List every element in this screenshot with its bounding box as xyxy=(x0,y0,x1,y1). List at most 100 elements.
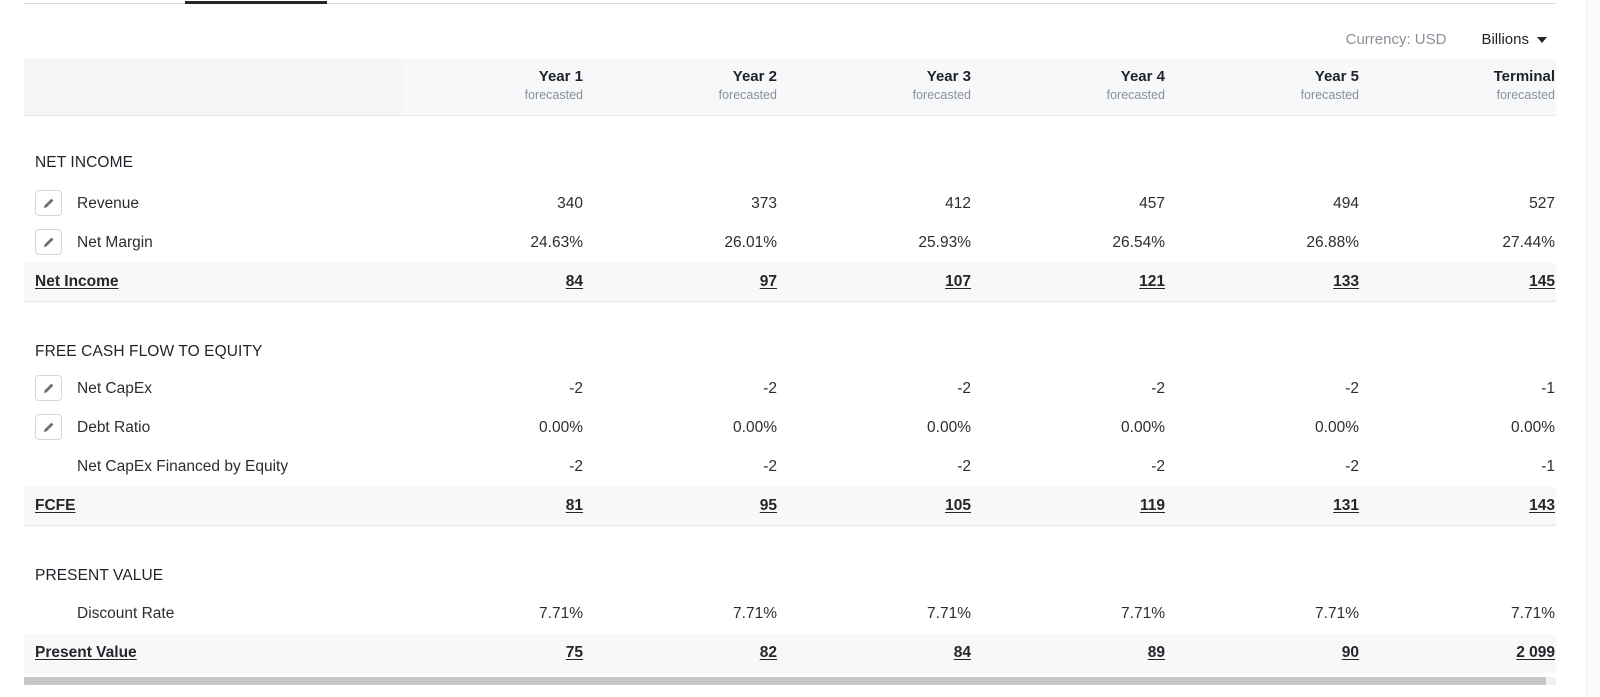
cell-value: -2 xyxy=(569,380,583,397)
cell-value: 26.01% xyxy=(724,234,777,251)
pencil-icon xyxy=(43,422,53,432)
table-row-discount-rate: Discount Rate 7.71% 7.71% 7.71% 7.71% 7.… xyxy=(24,595,1556,634)
row-label: Debt Ratio xyxy=(77,419,151,436)
pencil-icon xyxy=(43,237,53,247)
total-row-fcfe: FCFE 81 95 105 119 131 143 xyxy=(24,487,1556,526)
cell-value: 7.71% xyxy=(539,605,583,622)
cell-value: 0.00% xyxy=(733,419,777,436)
pencil-icon xyxy=(43,198,53,208)
tab-bar-divider xyxy=(24,3,1556,4)
total-value[interactable]: 81 xyxy=(565,497,583,514)
column-header-terminal: Terminal forecasted xyxy=(1375,68,1555,104)
edit-net-capex-button[interactable] xyxy=(35,375,62,401)
row-label: Revenue xyxy=(77,195,140,212)
horizontal-scrollbar-thumb[interactable] xyxy=(24,677,1546,685)
cell-value: 7.71% xyxy=(1511,605,1555,622)
section-title: NET INCOME xyxy=(35,154,134,171)
total-value[interactable]: 105 xyxy=(945,497,971,514)
total-value[interactable]: 97 xyxy=(759,273,777,290)
total-value[interactable]: 84 xyxy=(953,644,971,661)
column-title: Terminal xyxy=(1493,68,1555,85)
total-value[interactable]: 75 xyxy=(565,644,583,661)
table-controls: Currency: USD Billions xyxy=(1346,29,1547,49)
cell-value: 373 xyxy=(751,195,777,212)
column-subtitle: forecasted xyxy=(1106,88,1165,102)
column-header-year-5: Year 5 forecasted xyxy=(1179,68,1359,104)
cell-value: 0.00% xyxy=(1121,419,1165,436)
cell-value: 0.00% xyxy=(927,419,971,436)
column-subtitle: forecasted xyxy=(1300,88,1359,102)
total-row-net-income: Net Income 84 97 107 121 133 145 xyxy=(24,263,1556,302)
total-value[interactable]: 143 xyxy=(1529,497,1555,514)
total-value[interactable]: 89 xyxy=(1147,644,1165,661)
column-title: Year 3 xyxy=(926,68,971,85)
total-value[interactable]: 2 099 xyxy=(1516,644,1555,661)
cell-value: 25.93% xyxy=(918,234,971,251)
table-header: Year 1 forecasted Year 2 forecasted Year… xyxy=(24,59,1556,116)
active-tab-indicator xyxy=(185,1,327,4)
cell-value: 7.71% xyxy=(1315,605,1359,622)
total-label[interactable]: Present Value xyxy=(35,644,137,661)
column-title: Year 1 xyxy=(538,68,583,85)
total-label[interactable]: Net Income xyxy=(35,273,119,290)
units-dropdown-value: Billions xyxy=(1481,30,1529,48)
row-label: Discount Rate xyxy=(77,605,175,622)
cell-value: -2 xyxy=(763,458,777,475)
pencil-icon xyxy=(43,383,53,393)
cell-value: 7.71% xyxy=(927,605,971,622)
cell-value: -1 xyxy=(1541,380,1555,397)
table-row-net-capex: Net CapEx -2 -2 -2 -2 -2 -1 xyxy=(24,370,1556,409)
column-header-year-4: Year 4 forecasted xyxy=(985,68,1165,104)
total-label[interactable]: FCFE xyxy=(35,497,76,514)
total-value[interactable]: 107 xyxy=(945,273,971,290)
column-subtitle: forecasted xyxy=(1496,88,1555,102)
column-header-year-1: Year 1 forecasted xyxy=(403,68,583,104)
cell-value: 27.44% xyxy=(1502,234,1555,251)
cell-value: 457 xyxy=(1139,195,1165,212)
valuation-table: Year 1 forecasted Year 2 forecasted Year… xyxy=(24,59,1556,673)
cell-value: 0.00% xyxy=(539,419,583,436)
table-row-net-margin: Net Margin 24.63% 26.01% 25.93% 26.54% 2… xyxy=(24,224,1556,263)
total-value[interactable]: 84 xyxy=(565,273,583,290)
cell-value: 494 xyxy=(1333,195,1359,212)
total-value[interactable]: 131 xyxy=(1333,497,1359,514)
cell-value: -2 xyxy=(1345,380,1359,397)
caret-down-icon xyxy=(1537,36,1547,43)
cell-value: -2 xyxy=(569,458,583,475)
row-label: Net CapEx xyxy=(77,380,152,397)
edit-revenue-button[interactable] xyxy=(35,190,62,216)
column-header-year-2: Year 2 forecasted xyxy=(597,68,777,104)
section-header-present-value: PRESENT VALUE xyxy=(24,526,1556,595)
cell-value: 7.71% xyxy=(733,605,777,622)
vertical-scrollbar[interactable] xyxy=(1586,0,1600,697)
total-value[interactable]: 133 xyxy=(1333,273,1359,290)
section-header-net-income: NET INCOME xyxy=(24,116,1556,185)
section-header-fcfe: FREE CASH FLOW TO EQUITY xyxy=(24,302,1556,370)
edit-net-margin-button[interactable] xyxy=(35,229,62,255)
cell-value: -2 xyxy=(763,380,777,397)
header-label-cell xyxy=(24,59,402,115)
column-subtitle: forecasted xyxy=(912,88,971,102)
total-value[interactable]: 119 xyxy=(1139,497,1165,514)
cell-value: 412 xyxy=(945,195,971,212)
total-row-present-value: Present Value 75 82 84 89 90 2 099 xyxy=(24,634,1556,673)
cell-value: -2 xyxy=(957,458,971,475)
edit-debt-ratio-button[interactable] xyxy=(35,414,62,440)
cell-value: -1 xyxy=(1541,458,1555,475)
section-title: FREE CASH FLOW TO EQUITY xyxy=(35,343,263,360)
column-header-year-3: Year 3 forecasted xyxy=(791,68,971,104)
total-value[interactable]: 145 xyxy=(1529,273,1555,290)
column-title: Year 2 xyxy=(732,68,777,85)
units-dropdown[interactable]: Billions xyxy=(1481,31,1547,48)
cell-value: 24.63% xyxy=(530,234,583,251)
cell-value: 7.71% xyxy=(1121,605,1165,622)
total-value[interactable]: 82 xyxy=(759,644,777,661)
cell-value: -2 xyxy=(1151,458,1165,475)
cell-value: 26.54% xyxy=(1112,234,1165,251)
total-value[interactable]: 90 xyxy=(1341,644,1359,661)
cell-value: -2 xyxy=(957,380,971,397)
cell-value: -2 xyxy=(1151,380,1165,397)
total-value[interactable]: 95 xyxy=(759,497,777,514)
total-value[interactable]: 121 xyxy=(1139,273,1165,290)
cell-value: 0.00% xyxy=(1315,419,1359,436)
